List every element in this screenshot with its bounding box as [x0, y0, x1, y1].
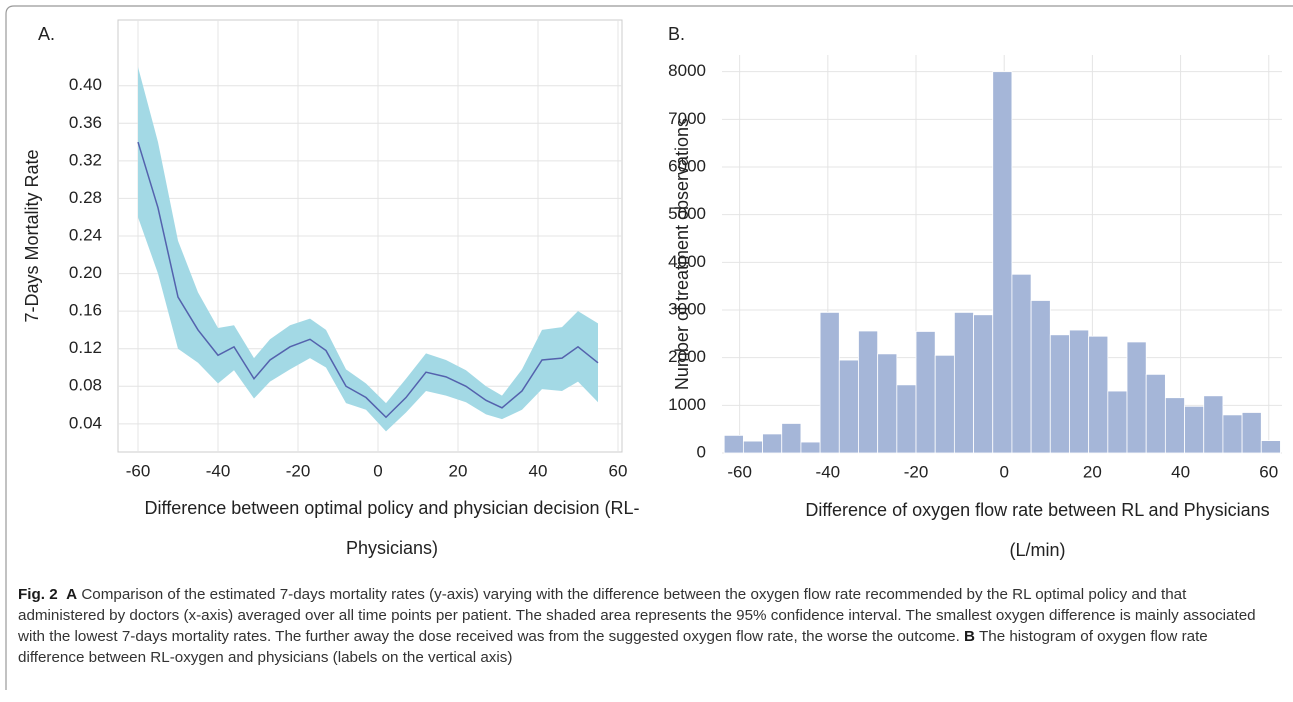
y-tick-label: 7000 [668, 109, 706, 128]
caption-a-label: A [66, 586, 78, 603]
bar [1069, 329, 1090, 454]
bar [819, 311, 840, 454]
y-tick-label: 0.16 [69, 301, 102, 320]
bar [838, 359, 859, 454]
y-tick-label: 2000 [668, 347, 706, 366]
bar [1049, 334, 1070, 454]
y-axis-title: Number of treatment observations [672, 118, 692, 390]
x-tick-label: 20 [449, 461, 468, 480]
y-tick-label: 0.32 [69, 150, 102, 169]
x-tick-label: -20 [904, 462, 929, 481]
bar [992, 71, 1013, 454]
bar [858, 330, 879, 454]
y-tick-label: 0.24 [69, 225, 102, 244]
bar [1011, 273, 1032, 454]
bar [896, 384, 917, 454]
bar [973, 314, 994, 454]
bar [1260, 440, 1281, 454]
y-tick-label: 0 [697, 442, 706, 461]
x-tick-label: -40 [206, 461, 231, 480]
x-tick-label: 40 [529, 461, 548, 480]
bar [934, 354, 955, 454]
x-tick-label: -40 [816, 462, 841, 481]
bar [1126, 341, 1147, 454]
y-tick-label: 0.12 [69, 338, 102, 357]
x-tick-label: 60 [609, 461, 628, 480]
y-tick-label: 1000 [668, 395, 706, 414]
x-tick-label: 40 [1171, 462, 1190, 481]
x-tick-label: 0 [373, 461, 382, 480]
bar [953, 311, 974, 454]
y-axis-title: 7-Days Mortality Rate [22, 149, 42, 322]
x-tick-label: 20 [1083, 462, 1102, 481]
bar [877, 353, 898, 454]
bar [1107, 390, 1128, 454]
bar [762, 433, 783, 454]
bar [723, 434, 744, 454]
line [137, 141, 599, 419]
bar [1184, 405, 1205, 454]
bar [1088, 335, 1109, 454]
y-tick-label: 0.20 [69, 263, 102, 282]
x-axis-title: Difference of oxygen flow rate between R… [805, 500, 1270, 560]
y-tick-label: 0.36 [69, 113, 102, 132]
caption-a-text: Comparison of the estimated 7-days morta… [18, 586, 1256, 645]
y-tick-label: 6000 [668, 156, 706, 175]
caption-b-text: The histogram of oxygen flow rate differ… [18, 628, 1208, 666]
bar [1222, 414, 1243, 454]
bar [915, 331, 936, 454]
y-tick-label: 0.28 [69, 188, 102, 207]
y-tick-label: 0.08 [69, 376, 102, 395]
y-tick-label: 3000 [668, 299, 706, 318]
caption-label: Fig. 2 [18, 586, 58, 603]
x-tick-label: -60 [727, 462, 752, 481]
bar [1030, 300, 1051, 454]
x-tick-label: -20 [286, 461, 311, 480]
y-tick-label: 4000 [668, 252, 706, 271]
y-tick-label: 8000 [668, 61, 706, 80]
y-tick-label: 5000 [668, 204, 706, 223]
x-tick-label: -60 [126, 461, 151, 480]
y-tick-label: 0.04 [69, 413, 102, 432]
bar [1203, 395, 1224, 454]
panel-label: B. [668, 24, 685, 44]
bar [1241, 412, 1262, 454]
y-tick-label: 0.40 [69, 75, 102, 94]
caption-b-label: B [964, 628, 976, 645]
x-axis-title: Difference between optimal policy and ph… [144, 498, 640, 558]
x-tick-label: 0 [999, 462, 1008, 481]
bar [1164, 397, 1185, 454]
caption: Fig. 2 A Comparison of the estimated 7-d… [18, 584, 1276, 668]
x-tick-label: 60 [1259, 462, 1278, 481]
panel-label: A. [38, 24, 55, 44]
bar [781, 423, 802, 454]
bar [742, 440, 763, 454]
frame [5, 5, 1293, 690]
bar [1145, 373, 1166, 454]
bar [800, 441, 821, 454]
